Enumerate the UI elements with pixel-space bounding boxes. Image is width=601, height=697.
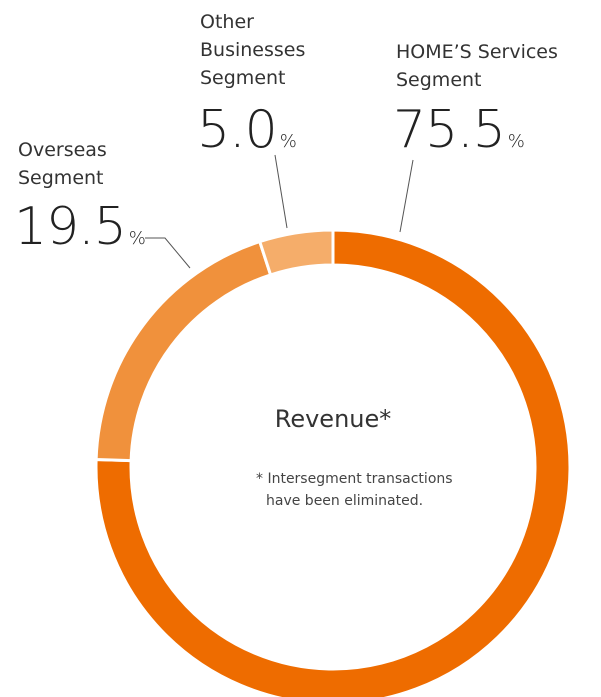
value-text: 5.0 [197,100,278,160]
center-title: Revenue* [274,405,392,433]
donut-segment [257,228,335,277]
unit: % [279,131,297,152]
value-text: 75.5 [393,100,506,160]
category-label: HOME’S Services Segment [396,41,558,91]
leader-line [145,237,191,269]
note: * Intersegment transactions have been el… [256,471,453,509]
value-label: 5.0% [197,100,297,172]
value-label: 19.5% [14,197,146,269]
leader-line [399,159,414,233]
category-label: Overseas Segment [18,139,107,189]
value-text: 19.5 [14,197,127,257]
value-label: 75.5% [393,100,525,172]
donut-segment [94,228,572,697]
unit: % [128,228,146,249]
unit: % [507,131,525,152]
category-label: Other Businesses Segment [200,11,306,89]
leader-line [274,154,288,229]
